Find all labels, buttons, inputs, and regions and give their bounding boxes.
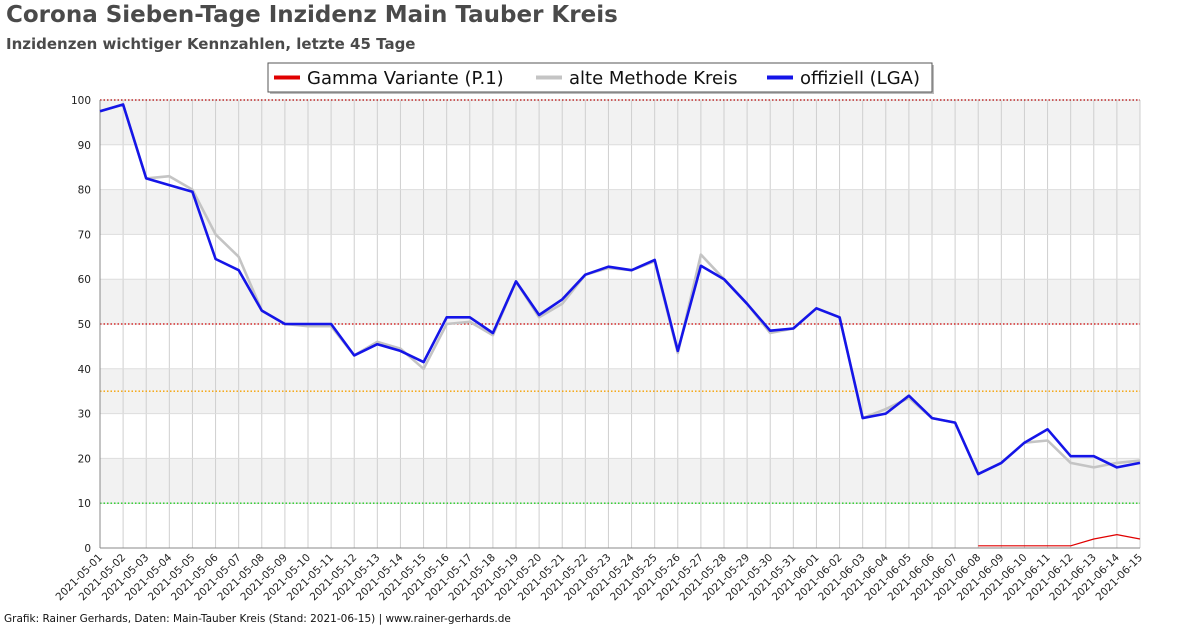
y-tick-label: 60	[78, 274, 91, 286]
legend-label: Gamma Variante (P.1)	[307, 68, 504, 89]
band	[100, 100, 1140, 145]
background-bands	[100, 100, 1140, 504]
y-tick-label: 70	[78, 229, 91, 241]
band	[100, 458, 1140, 504]
band	[100, 368, 1140, 414]
series-line	[978, 534, 1141, 547]
chart-title: Corona Sieben-Tage Inzidenz Main Tauber …	[6, 2, 618, 28]
y-tick-label: 10	[78, 498, 91, 510]
y-tick-label: 100	[71, 95, 91, 107]
axes	[99, 100, 1140, 549]
legend: Gamma Variante (P.1) alte Methode Kreis of…	[267, 62, 934, 94]
chart-subtitle: Inzidenzen wichtiger Kennzahlen, letzte …	[6, 35, 416, 53]
y-tick-label: 50	[78, 319, 91, 331]
y-tick-label: 0	[84, 543, 91, 555]
y-tick-labels: 0 10 20 30 40 50 60 70 80 90 100	[71, 95, 91, 555]
legend-box	[267, 62, 933, 93]
y-tick-label: 40	[78, 364, 91, 376]
y-tick-label: 30	[78, 409, 91, 421]
series-lines	[99, 103, 1141, 547]
footer-credit: Grafik: Rainer Gerhards, Daten: Main-Tau…	[4, 613, 511, 625]
legend-label: offiziell (LGA)	[800, 68, 920, 89]
y-tick-label: 90	[78, 140, 91, 152]
x-tick-labels: 2021-05-012021-05-022021-05-032021-05-04…	[53, 551, 1145, 603]
series-line	[99, 103, 1141, 476]
y-tick-label: 20	[78, 453, 91, 465]
y-tick-label: 80	[78, 185, 91, 197]
band	[100, 189, 1140, 235]
legend-label: alte Methode Kreis	[569, 68, 737, 89]
